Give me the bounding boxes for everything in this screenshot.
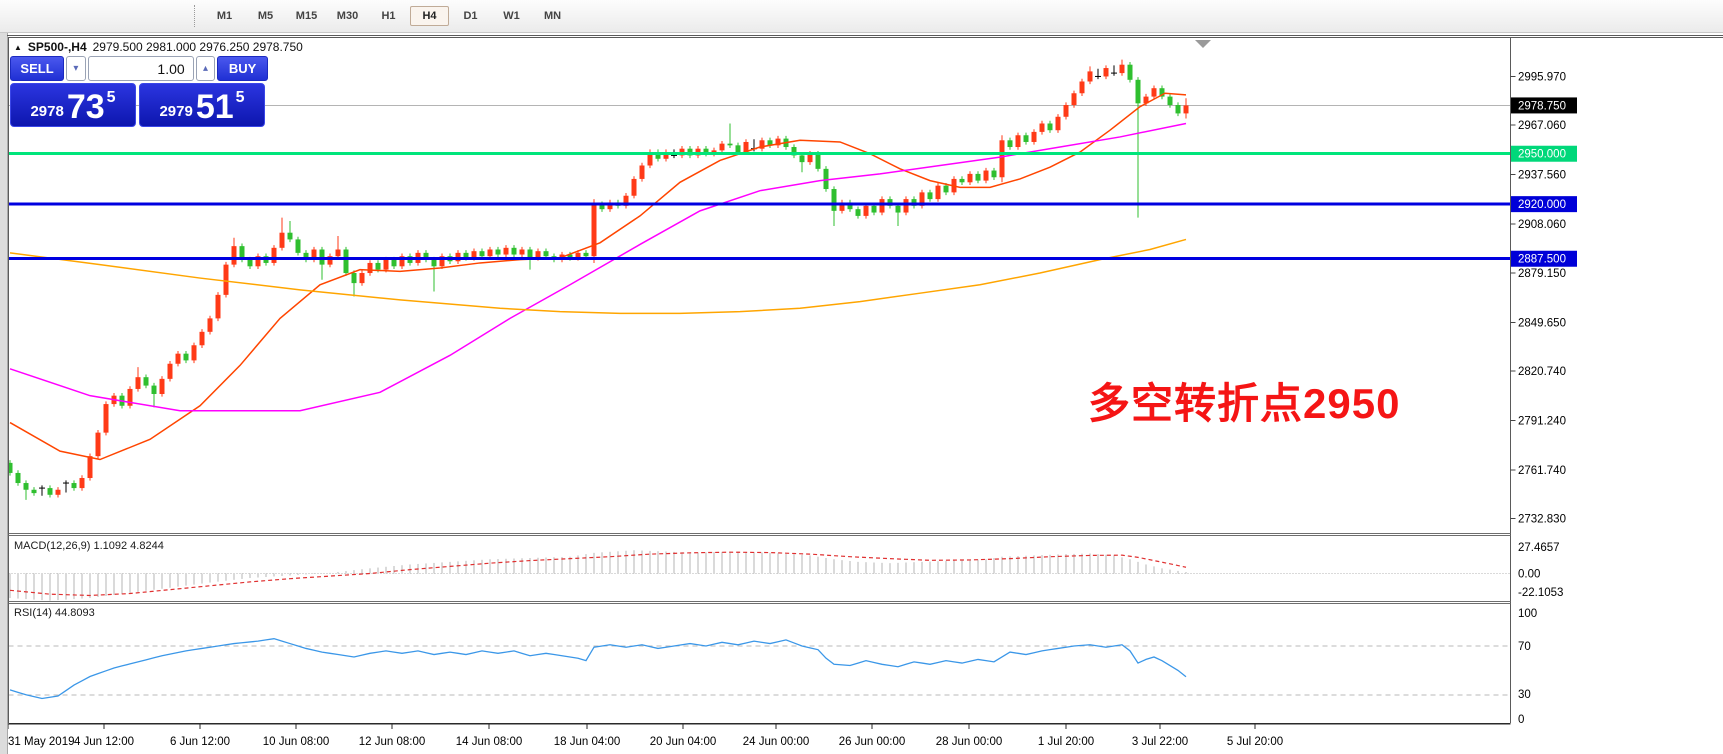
svg-text:6 Jun 12:00: 6 Jun 12:00 <box>170 736 230 748</box>
chart-annotation-text: 多空转折点2950 <box>1088 380 1401 427</box>
grid-icon[interactable]: F <box>10 3 76 55</box>
price-badge <box>1511 196 1577 213</box>
svg-text:2995.970: 2995.970 <box>1518 72 1566 84</box>
timeframe-h1[interactable]: H1 <box>381 10 396 22</box>
svg-text:1 Jul 20:00: 1 Jul 20:00 <box>1038 736 1094 748</box>
svg-text:26 Jun 00:00: 26 Jun 00:00 <box>839 736 906 748</box>
sell-price-fraction: 5 <box>106 89 116 106</box>
ma-slow <box>9 238 1187 315</box>
buy-button[interactable]: BUY <box>217 56 268 81</box>
svg-text:28 Jun 00:00: 28 Jun 00:00 <box>936 736 1003 748</box>
price-badge <box>1511 97 1577 114</box>
svg-text:5 Jul 20:00: 5 Jul 20:00 <box>1227 736 1283 748</box>
main-panel <box>8 59 1510 500</box>
buy-price-fraction: 5 <box>235 89 245 106</box>
svg-text:2761.740: 2761.740 <box>1518 465 1566 477</box>
macd-histogram <box>9 550 1187 601</box>
timeframe-m1[interactable]: M1 <box>216 10 233 22</box>
symbol-period-label: SP500-,H4 <box>27 40 87 54</box>
arrows-shapes-icon[interactable] <box>9 3 184 52</box>
timeframe-h4[interactable]: H4 <box>410 6 449 26</box>
price-axis: 2995.970 2967.060 2937.560 2908.060 2879.150… <box>1510 72 1577 726</box>
svg-text:12 Jun 08:00: 12 Jun 08:00 <box>359 736 426 748</box>
svg-text:10 Jun 08:00: 10 Jun 08:00 <box>263 736 330 748</box>
svg-text:2967.060: 2967.060 <box>1518 120 1566 132</box>
sell-price-main: 2978 <box>30 103 64 120</box>
chart-header: ▲ SP500-,H4 2979.500 2981.000 2976.250 2… <box>14 40 303 54</box>
candles <box>8 59 1189 500</box>
chevron-down-icon: ▾ <box>73 63 79 74</box>
sell-price-pips: 73 <box>66 87 105 126</box>
window-left-frame <box>0 33 8 754</box>
indicators-icon[interactable]: E <box>8 3 40 55</box>
one-click-trading-panel: SELL ▾ ▴ BUY 2978 73 5 2979 51 5 <box>10 56 268 127</box>
ohlc-values: 2979.500 2981.000 2976.250 2978.750 <box>92 40 303 54</box>
svg-text:100: 100 <box>1518 608 1537 620</box>
timeframe-w1[interactable]: W1 <box>503 10 520 22</box>
buy-price-main: 2979 <box>159 103 193 120</box>
svg-text:2908.060: 2908.060 <box>1518 219 1566 231</box>
macd-signal-line <box>9 551 1187 597</box>
svg-text:2950.000: 2950.000 <box>1518 149 1566 161</box>
price-badge <box>1511 145 1577 162</box>
price-chart[interactable]: 2995.970 2967.060 2937.560 2908.060 2879.150… <box>8 37 1723 754</box>
chevron-up-icon: ▴ <box>202 63 208 74</box>
svg-text:2978.750: 2978.750 <box>1518 100 1566 112</box>
svg-text:0.00: 0.00 <box>1518 569 1540 581</box>
ma-mid <box>9 122 1187 412</box>
price-badge <box>1511 250 1577 267</box>
macd-label: MACD(12,26,9) 1.1092 4.8244 <box>14 540 164 552</box>
svg-text:3 Jul 22:00: 3 Jul 22:00 <box>1132 736 1188 748</box>
sell-price-box[interactable]: 2978 73 5 <box>10 83 136 127</box>
svg-text:2887.500: 2887.500 <box>1518 254 1566 266</box>
ma-fast <box>9 92 1187 461</box>
svg-text:2791.240: 2791.240 <box>1518 415 1566 427</box>
text-label-icon[interactable]: A <box>13 3 112 54</box>
svg-text:0: 0 <box>1518 714 1524 726</box>
svg-text:31 May 2019: 31 May 2019 <box>8 736 75 748</box>
svg-text:30: 30 <box>1518 689 1531 701</box>
svg-text:18 Jun 04:00: 18 Jun 04:00 <box>554 736 621 748</box>
timeframe-d1[interactable]: D1 <box>463 10 478 22</box>
time-axis: 31 May 2019 4 Jun 12:00 6 Jun 12:00 10 Jun … <box>8 723 1283 748</box>
volume-decrease-button[interactable]: ▾ <box>66 56 86 81</box>
chart-window-border <box>7 35 1723 36</box>
timeframe-mn[interactable]: MN <box>543 10 562 22</box>
svg-text:2732.830: 2732.830 <box>1518 514 1566 526</box>
svg-text:2849.650: 2849.650 <box>1518 317 1566 329</box>
buy-price-box[interactable]: 2979 51 5 <box>139 83 265 127</box>
svg-text:2937.560: 2937.560 <box>1518 170 1566 182</box>
buy-price-pips: 51 <box>195 87 234 126</box>
svg-text:20 Jun 04:00: 20 Jun 04:00 <box>650 736 717 748</box>
timeframe-buttons: M1 M5 M15 M30 H1 H4 D1 W1 MN <box>204 6 573 26</box>
timeframe-m30[interactable]: M30 <box>336 10 359 22</box>
rsi-line <box>9 638 1187 700</box>
chart-shift-marker-icon <box>1195 40 1211 48</box>
svg-text:2820.740: 2820.740 <box>1518 366 1566 378</box>
symbol-collapse-icon[interactable]: ▲ <box>14 42 22 52</box>
svg-text:14 Jun 08:00: 14 Jun 08:00 <box>456 736 523 748</box>
svg-text:70: 70 <box>1518 641 1531 653</box>
svg-text:27.4657: 27.4657 <box>1518 542 1560 554</box>
timeframe-m5[interactable]: M5 <box>257 10 274 22</box>
text-box-icon[interactable]: T <box>9 3 148 53</box>
timeframe-m15[interactable]: M15 <box>295 10 318 22</box>
svg-text:4 Jun 12:00: 4 Jun 12:00 <box>74 736 134 748</box>
svg-text:2879.150: 2879.150 <box>1518 268 1566 280</box>
toolbar-separator <box>194 5 196 27</box>
svg-text:-22.1053: -22.1053 <box>1518 587 1563 599</box>
svg-text:24 Jun 00:00: 24 Jun 00:00 <box>743 736 810 748</box>
volume-increase-button[interactable]: ▴ <box>195 56 216 81</box>
macd-panel <box>8 550 1510 601</box>
rsi-label: RSI(14) 44.8093 <box>14 607 95 619</box>
toolbar: E F A T M1 M5 M15 M30 H1 H4 D1 W1 MN <box>0 0 1723 55</box>
volume-input[interactable] <box>87 56 194 81</box>
svg-text:2920.000: 2920.000 <box>1518 199 1566 211</box>
sell-button[interactable]: SELL <box>10 56 65 81</box>
rsi-panel <box>8 638 1510 700</box>
